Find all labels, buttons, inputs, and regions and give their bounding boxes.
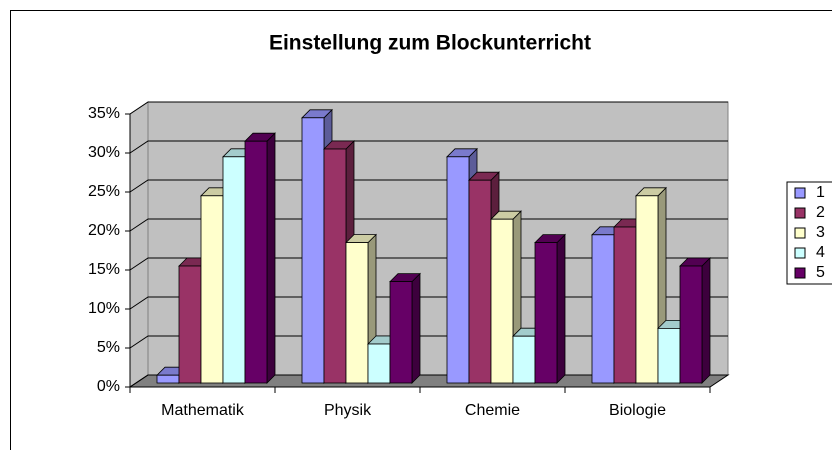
bar bbox=[657, 327, 681, 384]
y-tick-label: 20% bbox=[88, 222, 120, 239]
side-wall bbox=[129, 101, 149, 388]
bar bbox=[178, 265, 202, 384]
x-tick-label: Chemie bbox=[465, 402, 520, 419]
y-tick-label: 0% bbox=[97, 378, 120, 395]
y-tick-label: 10% bbox=[88, 300, 120, 317]
y-tick-label: 25% bbox=[88, 183, 120, 200]
y-tick-label: 5% bbox=[97, 339, 120, 356]
bar bbox=[345, 242, 369, 384]
y-tick-label: 30% bbox=[88, 144, 120, 161]
bar bbox=[591, 234, 615, 384]
bar-side bbox=[266, 132, 276, 384]
bar bbox=[468, 179, 492, 384]
grid-line bbox=[129, 101, 728, 115]
bar bbox=[156, 374, 180, 384]
grid-line bbox=[129, 218, 728, 232]
legend-swatch bbox=[794, 207, 806, 219]
bar bbox=[635, 195, 659, 384]
legend-label: 4 bbox=[816, 244, 825, 261]
bar bbox=[200, 195, 224, 384]
bar-side bbox=[701, 257, 711, 384]
y-tick-label: 35% bbox=[88, 105, 120, 122]
legend-swatch bbox=[794, 187, 806, 199]
bar bbox=[323, 148, 347, 384]
legend-box bbox=[786, 181, 832, 285]
grid-line bbox=[129, 140, 728, 154]
x-tick-label: Physik bbox=[324, 402, 372, 419]
legend-label: 5 bbox=[816, 264, 825, 281]
x-tick-label: Biologie bbox=[609, 402, 666, 419]
legend-swatch bbox=[794, 267, 806, 279]
legend-swatch bbox=[794, 247, 806, 259]
bar bbox=[512, 335, 536, 384]
bar bbox=[679, 265, 703, 384]
legend-label: 1 bbox=[816, 184, 825, 201]
legend-swatch bbox=[794, 227, 806, 239]
bar bbox=[446, 156, 470, 384]
bar bbox=[490, 218, 514, 384]
bar bbox=[301, 117, 325, 384]
bar bbox=[389, 281, 413, 384]
legend-label: 3 bbox=[816, 224, 825, 241]
legend-label: 2 bbox=[816, 204, 825, 221]
bar-side bbox=[556, 233, 566, 384]
bar bbox=[613, 226, 637, 384]
chart-title: Einstellung zum Blockunterricht bbox=[269, 32, 591, 55]
y-tick-label: 15% bbox=[88, 261, 120, 278]
bar-side bbox=[411, 272, 421, 384]
bar bbox=[367, 343, 391, 384]
bar bbox=[222, 156, 246, 384]
bar bbox=[534, 242, 558, 384]
x-tick-label: Mathematik bbox=[161, 402, 245, 419]
grid-line bbox=[129, 179, 728, 193]
bar bbox=[244, 140, 268, 384]
